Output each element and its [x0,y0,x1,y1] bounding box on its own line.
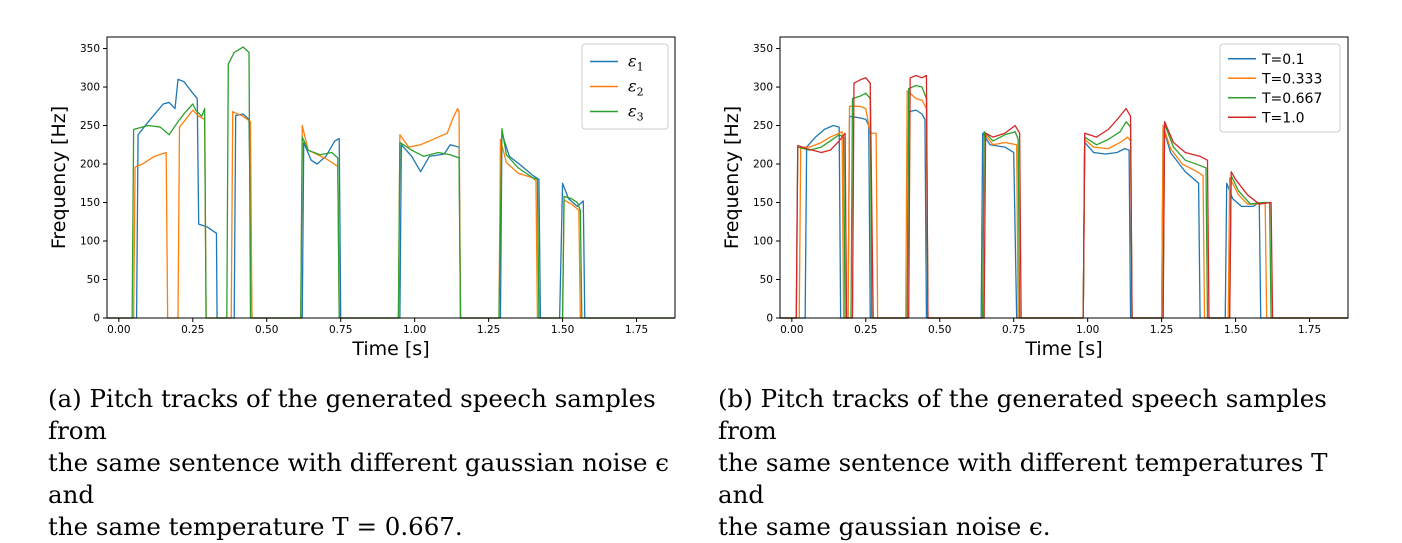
y-tick-label: 300 [80,82,100,94]
chart-a: 0.00 0.25 0.50 0.75 1.00 1.25 1.50 1.75 0 50 100 15… [48,36,676,360]
panel-b: 0.00 0.25 0.50 0.75 1.00 1.25 1.50 1.75 0 50 100 15… [690,0,1380,541]
legend-label: ε2 [628,77,644,99]
x-tick-label: 0.75 [1002,324,1025,336]
x-tick-label: 1.25 [477,324,500,336]
y-tick-label: 150 [753,197,773,209]
x-tick-label: 0.00 [107,324,130,336]
x-tick-label: 1.75 [1298,324,1321,336]
x-tick-label: 0.50 [255,324,278,336]
x-tick-label: 0.00 [780,324,803,336]
series-line-1 [107,78,675,319]
legend-label: T=0.333 [1261,71,1322,87]
legend-label: T=0.667 [1261,91,1322,107]
legend-box [1219,43,1341,133]
x-tick-label: 0.25 [854,324,877,336]
axes-frame [779,36,1349,319]
series-line-3 [107,46,675,319]
y-tick-label: 0 [766,313,773,325]
caption-a: (a) Pitch tracks of the generated speech… [48,383,696,543]
x-tick-label: 1.00 [403,324,426,336]
x-tick-label: 0.75 [329,324,352,336]
legend: ε1 ε2 ε3 [581,43,669,130]
axes-frame [106,36,676,319]
chart-b: 0.00 0.25 0.50 0.75 1.00 1.25 1.50 1.75 0 50 100 15… [721,36,1349,360]
y-tick-label: 200 [80,159,100,171]
series-line-2 [107,107,675,319]
x-tick-label: 1.75 [625,324,648,336]
panel-a: 0.00 0.25 0.50 0.75 1.00 1.25 1.50 1.75 0 50 100 15… [0,0,690,541]
legend: T=0.1 T=0.333 T=0.667 T=1.0 [1219,43,1341,133]
legend-label: ε1 [628,52,644,74]
x-tick-label: 0.50 [928,324,951,336]
y-tick-label: 350 [80,43,100,55]
caption-b-line-2: the same sentence with different tempera… [718,448,1328,509]
caption-b: (b) Pitch tracks of the generated speech… [718,383,1368,543]
y-tick-label: 100 [753,236,773,248]
y-tick-label: 0 [93,313,100,325]
x-tick-label: 1.50 [551,324,574,336]
y-tick-label: 50 [760,274,773,286]
y-axis-label: Frequency [Hz] [48,106,70,249]
y-tick-label: 200 [753,159,773,171]
x-tick-label: 1.50 [1224,324,1247,336]
y-tick-label: 50 [87,274,100,286]
legend-label: T=0.1 [1261,52,1305,68]
legend-box [581,43,669,130]
x-axis-label: Time [s] [1024,338,1102,360]
legend-label: T=1.0 [1261,110,1305,126]
caption-b-line-3: the same gaussian noise ϵ. [718,512,1051,541]
caption-a-line-1: (a) Pitch tracks of the generated speech… [48,384,656,445]
y-tick-label: 100 [80,236,100,248]
y-tick-label: 300 [753,82,773,94]
y-tick-label: 250 [80,120,100,132]
caption-a-line-3: the same temperature T = 0.667. [48,512,463,541]
x-axis-label: Time [s] [351,338,429,360]
y-tick-label: 150 [80,197,100,209]
x-tick-label: 1.00 [1076,324,1099,336]
y-axis-label: Frequency [Hz] [721,106,743,249]
series-line-1 [780,109,1348,319]
y-tick-label: 250 [753,120,773,132]
x-tick-label: 1.25 [1150,324,1173,336]
caption-a-line-2: the same sentence with different gaussia… [48,448,670,509]
x-tick-label: 0.25 [181,324,204,336]
y-tick-label: 350 [753,43,773,55]
caption-b-line-1: (b) Pitch tracks of the generated speech… [718,384,1327,445]
legend-label: ε3 [628,102,644,124]
